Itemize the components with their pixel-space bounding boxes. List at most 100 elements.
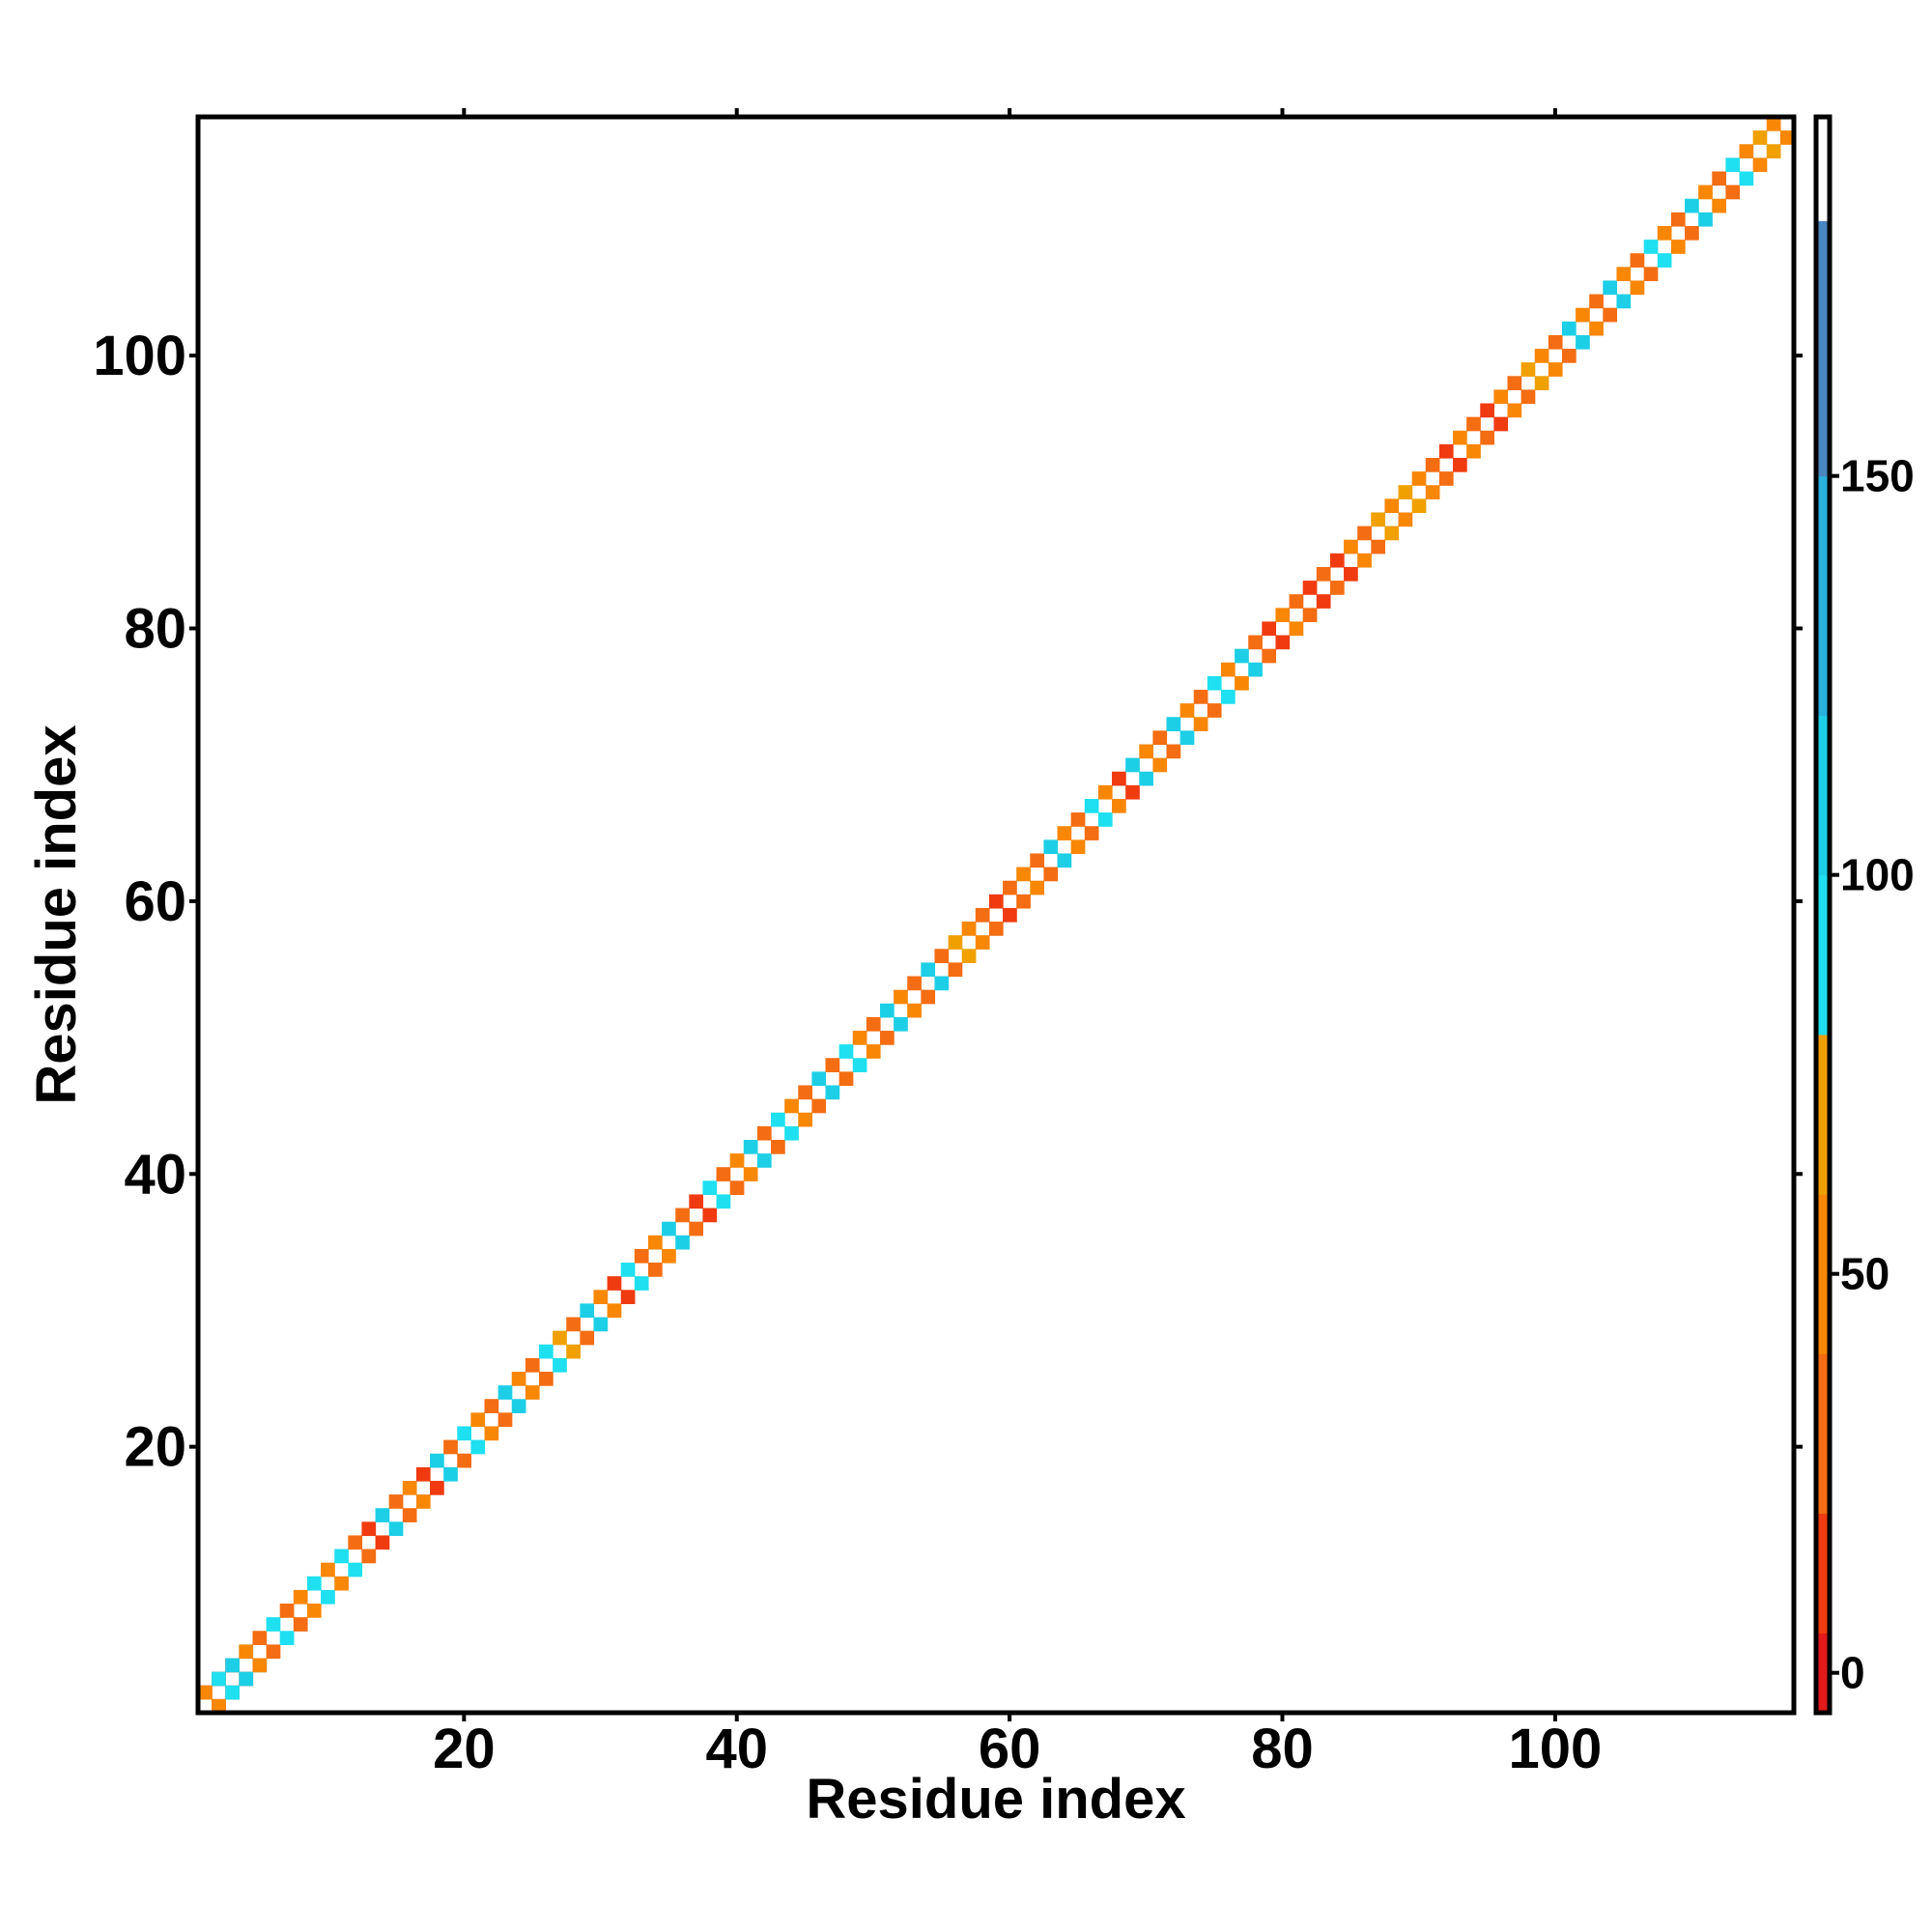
heatmap-cell xyxy=(484,1399,499,1413)
heatmap-cell xyxy=(1520,362,1536,377)
heatmap-cell xyxy=(975,907,990,923)
heatmap-cell xyxy=(1384,498,1400,514)
heatmap-cell xyxy=(1398,512,1413,527)
heatmap-cell xyxy=(1712,198,1726,213)
heatmap-cell xyxy=(1357,526,1372,541)
heatmap-cell xyxy=(430,1480,444,1495)
heatmap-cell xyxy=(1235,675,1249,691)
heatmap-cell xyxy=(334,1548,349,1564)
plot-frame xyxy=(195,114,1797,1716)
heatmap-cell xyxy=(1411,498,1427,514)
heatmap-cell xyxy=(1752,130,1768,145)
heatmap-cell xyxy=(1166,717,1181,731)
heatmap-cell xyxy=(1193,690,1208,704)
colorbar-band xyxy=(1816,1353,1830,1514)
heatmap-cell xyxy=(1752,157,1768,173)
colorbar-band xyxy=(1816,715,1830,876)
heatmap-cell xyxy=(1016,867,1031,882)
heatmap-cell xyxy=(1289,621,1304,637)
heatmap-cell xyxy=(1548,334,1563,350)
heatmap-cell xyxy=(239,1671,254,1687)
heatmap-cell xyxy=(948,935,963,950)
heatmap-cell xyxy=(361,1548,377,1564)
x-tick-label: 80 xyxy=(1251,1718,1314,1780)
colorbar-band xyxy=(1816,117,1830,221)
colorbar-frame xyxy=(1813,114,1833,1716)
x-tick-label: 40 xyxy=(705,1718,768,1780)
heatmap-cell xyxy=(1520,389,1536,405)
heatmap-cell xyxy=(975,935,990,950)
colorbar xyxy=(1816,117,1830,1714)
heatmap-cell xyxy=(553,1330,567,1346)
heatmap-cell xyxy=(1275,635,1291,650)
heatmap-cell xyxy=(743,1167,758,1181)
colorbar-tick-label: 0 xyxy=(1840,1648,1865,1698)
heatmap-cell xyxy=(566,1344,581,1359)
heatmap-cell xyxy=(593,1317,609,1332)
heatmap-cell xyxy=(443,1466,458,1482)
heatmap-cell xyxy=(1411,471,1427,486)
heatmap-cell xyxy=(1112,771,1126,786)
heatmap-cell xyxy=(470,1412,486,1428)
heatmap-cell xyxy=(662,1248,676,1264)
heatmap-cell xyxy=(634,1276,649,1291)
heatmap-cell xyxy=(756,1125,772,1141)
heatmap-cell xyxy=(784,1098,799,1114)
heatmap-cell xyxy=(1262,621,1277,637)
heatmap-cell xyxy=(1329,553,1345,568)
heatmap-cell xyxy=(306,1604,322,1618)
heatmap-cell xyxy=(1030,853,1045,868)
heatmap-cell xyxy=(1097,784,1113,800)
heatmap-cell xyxy=(838,1071,854,1087)
heatmap-cell xyxy=(1561,321,1577,336)
heatmap-cell xyxy=(252,1631,268,1645)
heatmap-cell xyxy=(675,1208,690,1223)
heatmap-cell xyxy=(689,1194,704,1209)
heatmap-cell xyxy=(1466,416,1481,432)
heatmap-cell xyxy=(1139,771,1153,786)
heatmap-cell xyxy=(1030,880,1045,895)
heatmap-cell xyxy=(580,1330,595,1346)
heatmap-cell xyxy=(1302,608,1318,623)
heatmap-cell xyxy=(907,1003,922,1018)
heatmap-cell xyxy=(1248,635,1263,650)
heatmap-cell xyxy=(511,1399,526,1413)
heatmap-cell xyxy=(470,1439,486,1455)
heatmap-cell xyxy=(334,1576,349,1591)
y-tick-label: 20 xyxy=(124,1416,186,1479)
y-tick-label: 100 xyxy=(93,325,186,387)
heatmap-cell xyxy=(1534,349,1549,363)
heatmap-cell xyxy=(402,1480,417,1495)
colorbar-band xyxy=(1816,1194,1830,1354)
y-axis-ticks: 20 40 60 80 100 xyxy=(93,325,1803,1479)
heatmap-cell xyxy=(538,1344,554,1359)
heatmap-cell xyxy=(1480,430,1494,445)
heatmap-cell xyxy=(716,1194,731,1209)
heatmap-cell xyxy=(1289,594,1304,609)
heatmap-cell xyxy=(1179,703,1195,718)
heatmap-cell xyxy=(1384,526,1400,541)
y-axis-title: Residue index xyxy=(25,724,88,1104)
heatmap-cell xyxy=(620,1263,636,1277)
heatmap-cell xyxy=(348,1535,363,1550)
heatmap-cell xyxy=(1016,894,1031,909)
heatmap-cell xyxy=(321,1562,335,1577)
heatmap-cell xyxy=(430,1453,444,1468)
heatmap-cell xyxy=(1235,648,1249,664)
x-axis-ticks: 20 40 60 80 100 xyxy=(433,108,1602,1780)
heatmap-cell xyxy=(620,1290,636,1305)
heatmap-cell xyxy=(1466,443,1481,459)
heatmap-cell xyxy=(1589,294,1604,309)
heatmap-cell xyxy=(852,1031,867,1045)
heatmap-cell xyxy=(907,976,922,991)
heatmap-cell xyxy=(1739,144,1754,158)
heatmap-cell xyxy=(1125,757,1140,773)
heatmap-cell xyxy=(894,1016,908,1032)
heatmap-cell xyxy=(553,1357,567,1373)
heatmap-cell xyxy=(361,1521,377,1537)
heatmap-cell xyxy=(266,1644,281,1660)
heatmap-cell xyxy=(511,1372,526,1386)
heatmap-cell xyxy=(1371,539,1386,554)
heatmap-cell xyxy=(756,1153,772,1168)
heatmap-cell xyxy=(252,1658,268,1673)
